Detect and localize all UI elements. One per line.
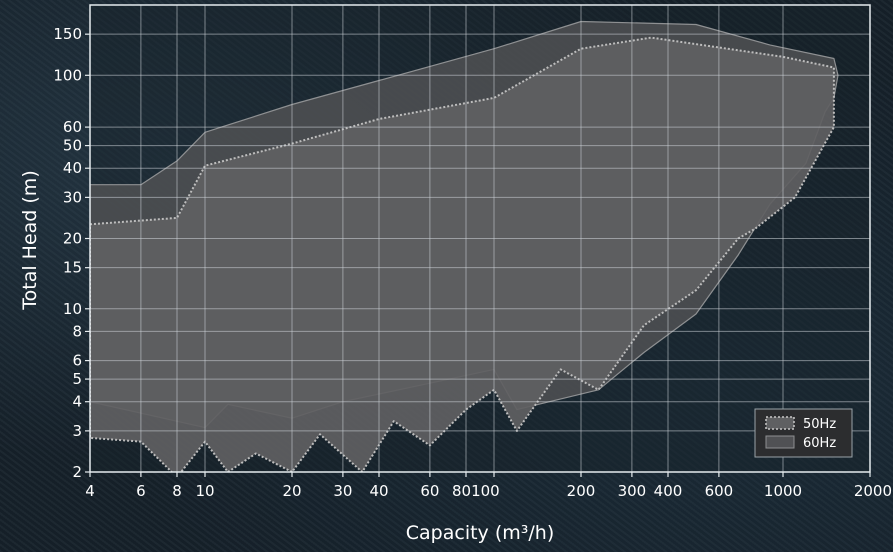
y-tick-label: 20 [63, 230, 82, 248]
x-tick-label: 4 [85, 482, 95, 500]
y-tick-label: 60 [63, 118, 82, 136]
x-tick-label: 20 [282, 482, 301, 500]
legend-box [754, 408, 853, 458]
y-tick-label: 5 [72, 370, 82, 388]
y-tick-label: 50 [63, 137, 82, 155]
legend-swatch-50hz [765, 416, 795, 430]
legend-swatch-60hz [765, 435, 795, 449]
y-tick-label: 4 [72, 393, 82, 411]
x-tick-label: 300 [618, 482, 647, 500]
y-tick-label: 15 [63, 259, 82, 277]
legend-label-50hz: 50Hz [803, 417, 836, 432]
series-area-50hz [90, 36, 835, 472]
y-tick-label: 2 [72, 463, 82, 481]
x-axis-title: Capacity (m³/h) [406, 522, 554, 544]
y-tick-label: 40 [63, 159, 82, 177]
x-tick-label: 60 [420, 482, 439, 500]
y-tick-label: 6 [72, 352, 82, 370]
x-axis-ticks: 4 6 8 10 20 30 40 60 80100 200 300 400 600 1000 2000 [85, 472, 892, 500]
y-tick-label: 100 [53, 66, 82, 84]
x-tick-label: 200 [567, 482, 596, 500]
y-tick-label: 150 [53, 25, 82, 43]
y-axis-title: Total Head (m) [19, 170, 41, 310]
x-tick-label: 40 [369, 482, 388, 500]
x-tick-label: 600 [705, 482, 734, 500]
x-tick-label: 6 [136, 482, 146, 500]
x-tick-label: 2000 [854, 482, 892, 500]
legend-label-60hz: 60Hz [803, 436, 836, 451]
x-tick-label: 1000 [764, 482, 802, 500]
legend: 50Hz 60Hz [754, 408, 853, 458]
x-tick-label: 8 [172, 482, 182, 500]
series-areas [90, 20, 839, 472]
y-tick-label: 10 [63, 300, 82, 318]
x-tick-label: 30 [333, 482, 352, 500]
x-tick-label: 400 [654, 482, 683, 500]
x-tick-label: 10 [195, 482, 214, 500]
x-tick-label: 80100 [452, 482, 500, 500]
y-tick-label: 30 [63, 188, 82, 206]
grid-lines [89, 5, 871, 473]
y-tick-label: 8 [72, 322, 82, 340]
y-tick-label: 3 [72, 422, 82, 440]
